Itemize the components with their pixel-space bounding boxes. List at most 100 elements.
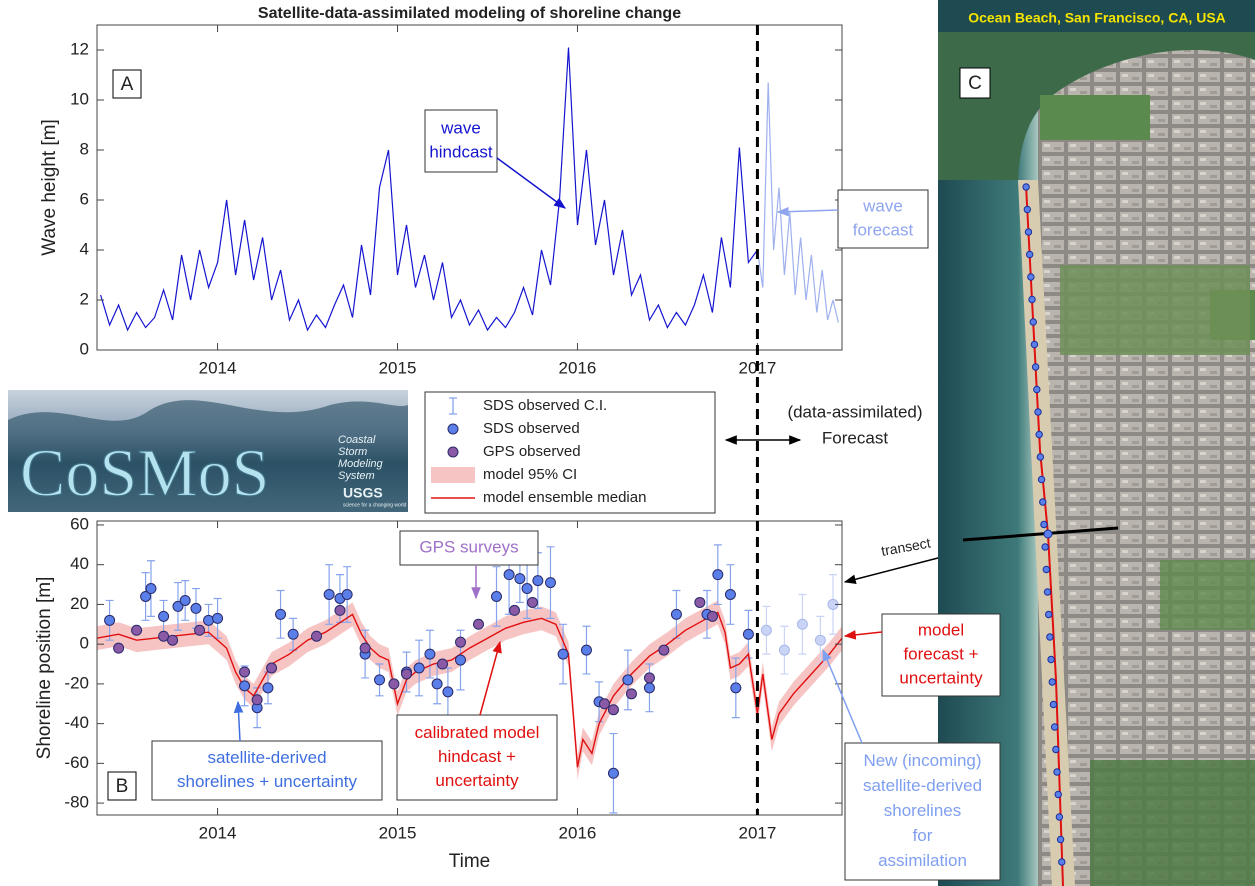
data-point <box>267 663 277 673</box>
panel-label: B <box>116 776 129 797</box>
x-tick-label: 2014 <box>199 358 237 377</box>
data-point <box>797 619 807 629</box>
data-point <box>504 570 514 580</box>
map-point <box>1053 746 1059 752</box>
y-tick-label: -60 <box>64 753 89 772</box>
legend-symbol <box>448 424 458 434</box>
map-point <box>1048 656 1054 662</box>
panel-label: A <box>121 74 134 95</box>
annotation: New (incoming) <box>863 751 981 770</box>
map-point <box>1031 341 1037 347</box>
annotation: hindcast <box>429 142 493 161</box>
data-point <box>731 683 741 693</box>
map-point <box>1040 499 1046 505</box>
y-axis-label: Wave height [m] <box>39 119 60 256</box>
x-axis-label: Time <box>449 851 491 872</box>
y-tick-label: 12 <box>70 39 89 58</box>
data-point <box>146 584 156 594</box>
data-point <box>114 643 124 653</box>
figure: Ocean Beach, San Francisco, CA, USA C Co… <box>0 0 1255 886</box>
map-point <box>1025 229 1031 235</box>
legend-label: SDS observed <box>483 420 580 437</box>
legend-label: GPS observed <box>483 443 581 460</box>
logo-subtitle: System <box>338 470 375 482</box>
y-tick-label: -80 <box>64 793 89 812</box>
data-point <box>695 597 705 607</box>
y-tick-label: 8 <box>80 139 89 158</box>
annotation: uncertainty <box>899 668 983 687</box>
data-point <box>522 584 532 594</box>
data-point <box>263 683 273 693</box>
map-point <box>1057 836 1063 842</box>
data-point <box>815 635 825 645</box>
logo-tagline: science for a changing world <box>343 502 407 508</box>
x-tick-label: 2014 <box>199 823 237 842</box>
annotation: wave <box>440 118 481 137</box>
y-tick-label: 2 <box>80 289 89 308</box>
map-point <box>1030 319 1036 325</box>
data-point <box>599 699 609 709</box>
map-point <box>1049 679 1055 685</box>
data-point <box>443 687 453 697</box>
data-point <box>432 679 442 689</box>
line <box>101 48 758 331</box>
map-point <box>1042 544 1048 550</box>
y-tick-label: 10 <box>70 89 89 108</box>
map-point <box>1044 589 1050 595</box>
data-point <box>671 609 681 619</box>
map-point <box>1037 454 1043 460</box>
data-point <box>509 605 519 615</box>
data-point <box>725 590 735 600</box>
data-point <box>159 631 169 641</box>
data-point <box>180 595 190 605</box>
x-tick-label: 2016 <box>559 823 597 842</box>
map-point <box>1028 274 1034 280</box>
annotation: uncertainty <box>435 771 519 790</box>
data-point <box>707 611 717 621</box>
data-point <box>743 629 753 639</box>
logo-title: CoSMoS <box>20 435 269 511</box>
data-point <box>252 695 262 705</box>
data-point <box>414 663 424 673</box>
logo-subtitle: Coastal <box>338 434 376 446</box>
annotation: hindcast + <box>438 747 516 766</box>
y-tick-label: -20 <box>64 673 89 692</box>
annotation: forecast + <box>903 644 978 663</box>
data-point <box>473 619 483 629</box>
data-point <box>312 631 322 641</box>
data-point <box>276 609 286 619</box>
annotation: GPS surveys <box>419 537 518 556</box>
y-tick-label: 6 <box>80 189 89 208</box>
data-point <box>545 578 555 588</box>
arrow <box>778 210 838 212</box>
map-point <box>1032 364 1038 370</box>
y-tick-label: 0 <box>80 634 89 653</box>
data-point <box>644 673 654 683</box>
y-axis-label: Shoreline position [m] <box>34 577 55 760</box>
x-tick-label: 2015 <box>379 358 417 377</box>
legend-label: SDS observed C.I. <box>483 397 607 414</box>
logo-agency: USGS <box>343 485 383 501</box>
map-point <box>1023 184 1029 190</box>
line <box>757 83 838 323</box>
y-tick-label: 20 <box>70 594 89 613</box>
y-tick-label: -40 <box>64 713 89 732</box>
data-point <box>132 625 142 635</box>
map-title: Ocean Beach, San Francisco, CA, USA <box>968 10 1226 26</box>
data-point <box>515 574 525 584</box>
data-point <box>608 768 618 778</box>
data-point <box>608 705 618 715</box>
y-tick-label: 60 <box>70 514 89 533</box>
data-point <box>168 635 178 645</box>
map-point <box>1041 521 1047 527</box>
map-point <box>1043 566 1049 572</box>
y-tick-label: 40 <box>70 554 89 573</box>
logo: CoSMoS Coastal Storm Modeling System USG… <box>8 390 408 512</box>
map-park <box>1160 560 1255 630</box>
map-point <box>1051 724 1057 730</box>
data-point <box>195 625 205 635</box>
annotation: satellite-derived <box>863 776 982 795</box>
logo-subtitle: Storm <box>338 446 367 458</box>
data-point <box>527 597 537 607</box>
arrow <box>845 558 938 582</box>
